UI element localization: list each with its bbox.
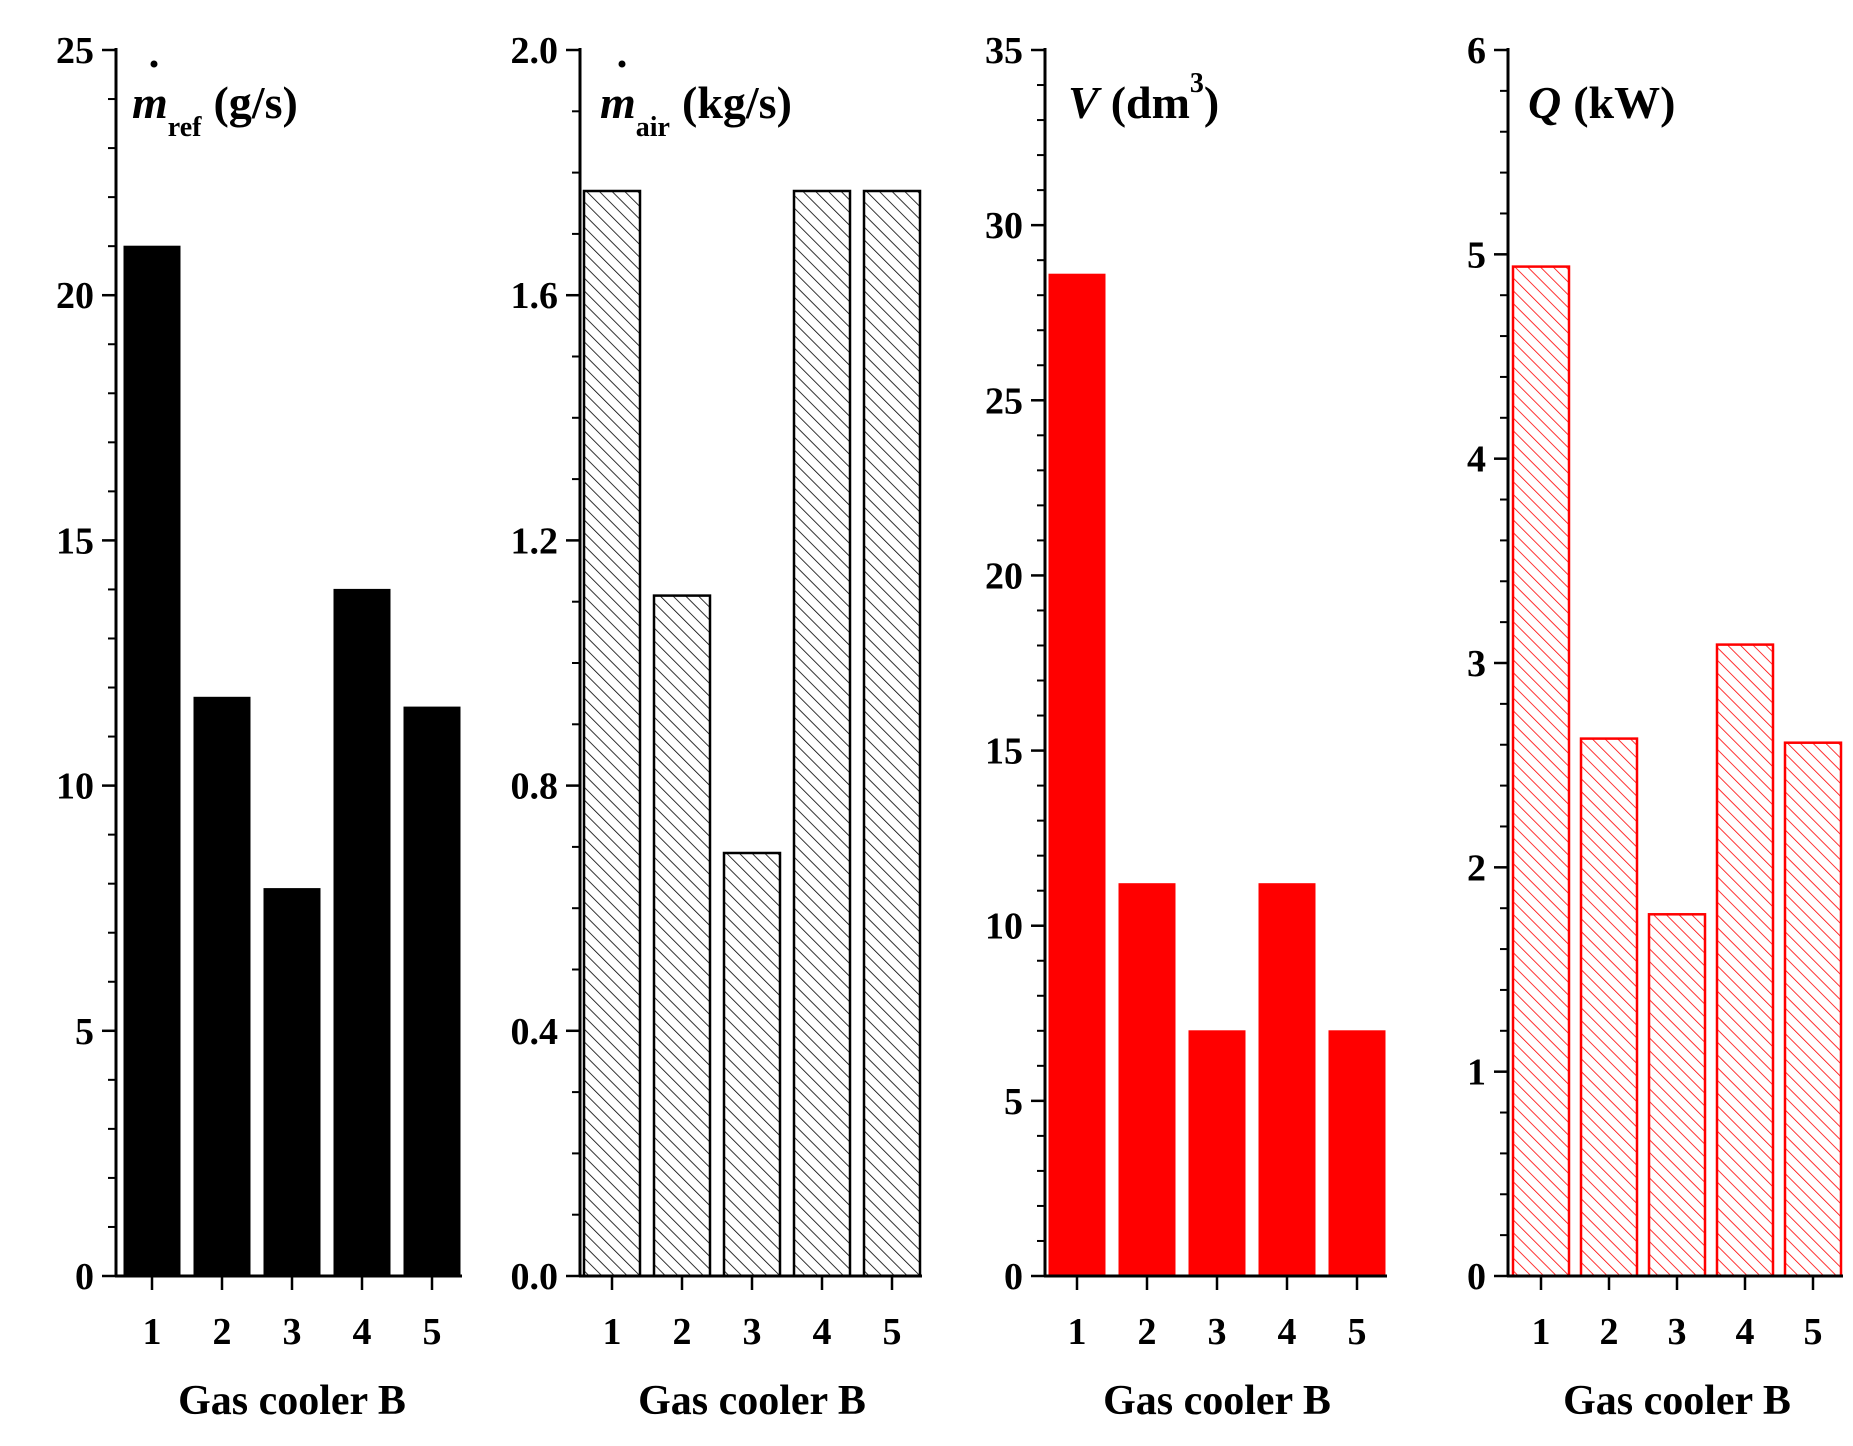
x-tick-label-4-4: 4 [1736, 1311, 1755, 1353]
panel-title-1: mref (g/s) [132, 77, 298, 143]
panel-title-3: V (dm3) [1068, 68, 1219, 128]
y-tick-label-1: 10 [56, 766, 94, 808]
x-tick-label-3-3: 3 [1208, 1311, 1227, 1353]
bar-4-3 [1647, 913, 1707, 1278]
y-tick-label-1: 15 [56, 520, 94, 562]
title-symbol: m [600, 77, 636, 128]
y-tick-label-4: 6 [1467, 30, 1486, 72]
x-tick-label-1-1: 1 [143, 1311, 162, 1353]
x-tick-label-4-2: 2 [1600, 1311, 1619, 1353]
bar-1-2 [193, 696, 251, 1277]
y-tick-label-3: 5 [1004, 1081, 1023, 1123]
bar-3-5 [1328, 1030, 1386, 1277]
y-tick-label-1: 25 [56, 30, 94, 72]
x-tick-label-3-2: 2 [1138, 1311, 1157, 1353]
y-tick-label-4: 5 [1467, 234, 1486, 276]
title-dot-accent [618, 60, 626, 68]
bar-1-4 [333, 588, 391, 1277]
x-tick-label-1-5: 5 [423, 1311, 442, 1353]
y-tick-label-3: 25 [985, 380, 1023, 422]
bar-1-1 [123, 245, 181, 1277]
bar-3-1 [1048, 273, 1106, 1277]
bar-2-4 [792, 189, 852, 1278]
x-tick-label-2-5: 5 [883, 1311, 902, 1353]
title-unit: (g/s) [213, 77, 297, 128]
y-tick-label-2: 1.6 [511, 275, 559, 317]
title-subscript: ref [168, 112, 202, 143]
y-tick-label-3: 20 [985, 555, 1023, 597]
title-symbol: Q [1528, 77, 1561, 128]
x-axis-label-4: Gas cooler B [1563, 1378, 1791, 1424]
chart-panel-4: 0 1 2 3 4 5 6 1 2 3 4 5 Gas cooler B Q (kW) [1467, 30, 1843, 1424]
y-tick-label-3: 10 [985, 906, 1023, 948]
y-tick-label-2: 0.4 [511, 1011, 559, 1053]
bar-4-1 [1511, 265, 1571, 1278]
x-tick-label-3-1: 1 [1068, 1311, 1087, 1353]
title-symbol: V [1068, 77, 1102, 128]
bar-2-5 [862, 189, 922, 1278]
bar-3-2 [1118, 883, 1176, 1277]
y-tick-label-3: 0 [1004, 1256, 1023, 1298]
y-tick-label-1: 0 [75, 1256, 94, 1298]
x-tick-label-2-2: 2 [673, 1311, 692, 1353]
x-axis-label-2: Gas cooler B [638, 1378, 866, 1424]
y-tick-label-4: 0 [1467, 1256, 1486, 1298]
title-unit: (dm [1111, 77, 1190, 128]
x-tick-label-4-1: 1 [1532, 1311, 1551, 1353]
bar-1-5 [403, 706, 461, 1277]
title-close: ) [1204, 77, 1219, 128]
title-unit: (kg/s) [682, 77, 792, 128]
y-tick-label-3: 15 [985, 731, 1023, 773]
x-axis-label-1: Gas cooler B [178, 1378, 406, 1424]
y-tick-label-4: 4 [1467, 439, 1486, 481]
bar-2-1 [582, 189, 642, 1278]
x-tick-label-4-5: 5 [1804, 1311, 1823, 1353]
y-tick-label-4: 3 [1467, 643, 1486, 685]
bar-3-4 [1258, 883, 1316, 1277]
x-tick-label-1-3: 3 [283, 1311, 302, 1353]
title-dot-accent [150, 60, 158, 68]
title-unit: (kW) [1573, 77, 1675, 128]
y-tick-label-1: 5 [75, 1011, 94, 1053]
bar-1-3 [263, 888, 321, 1277]
x-tick-label-1-4: 4 [353, 1311, 372, 1353]
x-tick-label-3-4: 4 [1278, 1311, 1297, 1353]
y-tick-label-2: 0.0 [511, 1256, 559, 1298]
y-tick-label-2: 2.0 [511, 30, 559, 72]
y-tick-label-4: 2 [1467, 847, 1486, 889]
y-tick-label-1: 20 [56, 275, 94, 317]
y-tick-label-3: 30 [985, 205, 1023, 247]
x-tick-label-4-3: 3 [1668, 1311, 1687, 1353]
y-tick-label-2: 0.8 [511, 766, 559, 808]
bar-2-2 [652, 594, 712, 1278]
x-axis-label-3: Gas cooler B [1103, 1378, 1331, 1424]
x-tick-label-2-4: 4 [813, 1311, 832, 1353]
title-subscript: air [636, 112, 670, 143]
y-tick-label-2: 1.2 [511, 520, 559, 562]
bar-4-2 [1579, 737, 1639, 1278]
bar-4-5 [1783, 741, 1843, 1278]
bar-2-3 [722, 851, 782, 1278]
chart-panel-1: 0 5 10 15 20 25 1 2 3 4 5 Gas cooler B mref (g/s) [56, 30, 462, 1424]
panel-title-2: mair (kg/s) [600, 77, 792, 143]
title-symbol: m [132, 77, 168, 128]
title-superscript: 3 [1190, 68, 1204, 99]
x-tick-label-3-5: 5 [1348, 1311, 1367, 1353]
y-tick-label-4: 1 [1467, 1052, 1486, 1094]
bar-3-3 [1188, 1030, 1246, 1277]
x-tick-label-1-2: 2 [213, 1311, 232, 1353]
x-tick-label-2-3: 3 [743, 1311, 762, 1353]
chart-panel-2: 0.0 0.4 0.8 1.2 1.6 2.0 1 2 3 4 5 Gas cooler B mair (… [511, 30, 922, 1424]
y-tick-label-3: 35 [985, 30, 1023, 72]
bar-4-4 [1715, 643, 1775, 1278]
panel-title-4: Q (kW) [1528, 77, 1675, 128]
x-tick-label-2-1: 1 [603, 1311, 622, 1353]
